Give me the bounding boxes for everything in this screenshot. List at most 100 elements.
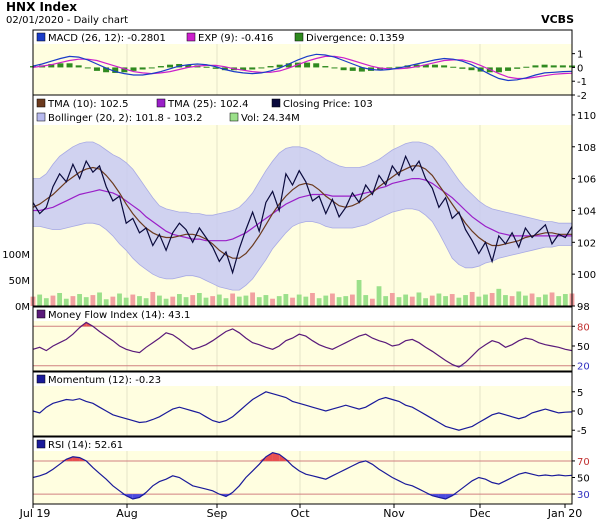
macd-divergence-bar	[559, 65, 566, 68]
volume-bar	[143, 298, 149, 306]
macd-divergence-bar	[148, 67, 155, 69]
macd-y-tick-label: -2	[577, 91, 587, 102]
volume-bar	[63, 298, 69, 306]
macd-divergence-bar	[386, 67, 393, 69]
volume-bar	[37, 294, 43, 306]
volume-bar	[363, 295, 369, 306]
macd-divergence-bar	[495, 67, 502, 73]
mfi-tick-label: 50	[577, 342, 590, 353]
macd-divergence-bar	[157, 66, 164, 68]
volume-bar	[343, 296, 349, 306]
rsi-overbought-fill	[272, 452, 280, 461]
mfi-legend-bg	[33, 307, 572, 321]
macd-divergence-bar	[103, 67, 110, 73]
macd-divergence-bar	[422, 64, 429, 68]
brand-label: VCBS	[541, 13, 574, 26]
x-axis-tick-label: Sep	[207, 507, 228, 520]
macd-divergence-bar	[285, 63, 292, 68]
chart-title: HNX Index	[6, 0, 77, 14]
rsi-legend-label: RSI (14): 52.61	[48, 440, 123, 451]
macd-divergence-bar	[48, 63, 55, 68]
macd-divergence-bar	[267, 66, 274, 68]
volume-bar	[216, 294, 222, 306]
volume-bar	[190, 295, 196, 306]
macd-divergence-bar	[413, 64, 420, 68]
macd-y-tick-label: -1	[577, 77, 587, 88]
volume-tick-label: 50M	[9, 276, 30, 287]
volume-bar	[336, 297, 342, 306]
legend-swatch	[229, 112, 239, 122]
volume-bar	[489, 293, 495, 306]
volume-bar	[50, 295, 56, 306]
price-legend-label: TMA (10): 102.5	[47, 99, 128, 110]
volume-bar	[396, 297, 402, 306]
macd-divergence-bar	[541, 64, 548, 68]
volume-bar	[369, 298, 375, 306]
volume-tick-label: 0M	[15, 302, 30, 313]
volume-bar	[157, 295, 162, 306]
price-panel-border	[32, 94, 573, 307]
momentum-tick-label: -5	[577, 426, 587, 437]
volume-bar	[210, 296, 216, 306]
macd-divergence-bar	[221, 67, 228, 71]
macd-divergence-bar	[258, 67, 265, 69]
legend-swatch	[294, 32, 304, 42]
macd-divergence-bar	[532, 65, 539, 68]
volume-bar	[296, 294, 302, 306]
volume-bar	[110, 296, 116, 306]
macd-divergence-bar	[505, 67, 512, 71]
volume-bar	[376, 286, 382, 306]
macd-divergence-bar	[358, 67, 365, 72]
legend-swatch	[271, 98, 281, 108]
x-axis-tick-label: Jul 19	[19, 507, 51, 520]
rsi-legend-bg	[33, 437, 572, 451]
macd-legend-label: EXP (9): -0.416	[198, 33, 273, 44]
macd-y-tick-label: 0	[577, 63, 583, 74]
volume-bar	[503, 295, 508, 306]
legend-swatch	[36, 112, 46, 122]
rsi-tick-label: 50	[577, 474, 590, 485]
volume-bar	[97, 292, 102, 306]
volume-bar	[77, 294, 82, 306]
chart-subtitle: 02/01/2020 - Daily chart	[6, 15, 129, 26]
macd-divergence-bar	[84, 67, 91, 69]
macd-divergence-bar	[340, 67, 347, 71]
macd-divergence-bar	[349, 67, 356, 71]
price-legend-label: Vol: 24.34M	[241, 113, 300, 124]
macd-divergence-bar	[459, 67, 466, 69]
macd-divergence-bar	[395, 66, 402, 68]
mfi-tick-label: 80	[577, 322, 590, 333]
rsi-oversold-fill	[132, 494, 140, 500]
volume-bar	[443, 296, 448, 306]
x-axis-tick-label: Jan 20	[547, 507, 582, 520]
volume-bar	[123, 297, 129, 306]
mfi-panel-border	[32, 306, 573, 372]
volume-bar	[383, 296, 389, 306]
volume-bar	[130, 294, 136, 306]
macd-legend-label: MACD (26, 12): -0.2801	[48, 33, 166, 44]
volume-bar	[250, 292, 255, 306]
macd-divergence-bar	[185, 64, 192, 68]
volume-bar	[163, 298, 169, 306]
legend-swatch	[36, 309, 46, 319]
macd-divergence-bar	[240, 67, 247, 71]
macd-divergence-bar	[514, 67, 521, 69]
macd-line	[32, 53, 573, 82]
price-y-tick-label: 100	[577, 270, 596, 281]
x-axis-tick-label: Aug	[116, 507, 137, 520]
price-y-tick-label: 104	[577, 206, 596, 217]
legend-swatch	[156, 98, 166, 108]
volume-bar	[496, 288, 502, 306]
macd-divergence-bar	[130, 67, 137, 71]
volume-tick-label: 100M	[2, 250, 30, 261]
macd-divergence-bar	[431, 64, 438, 68]
rsi-tick-label: 30	[577, 490, 590, 501]
volume-bar	[456, 297, 462, 306]
price-legend-label: Closing Price: 103	[283, 99, 373, 110]
volume-bar	[83, 297, 89, 306]
volume-bar	[416, 292, 422, 306]
legend-swatch	[36, 32, 46, 42]
volume-bar	[516, 291, 522, 306]
volume-bar	[529, 293, 535, 306]
volume-bar	[196, 293, 202, 306]
